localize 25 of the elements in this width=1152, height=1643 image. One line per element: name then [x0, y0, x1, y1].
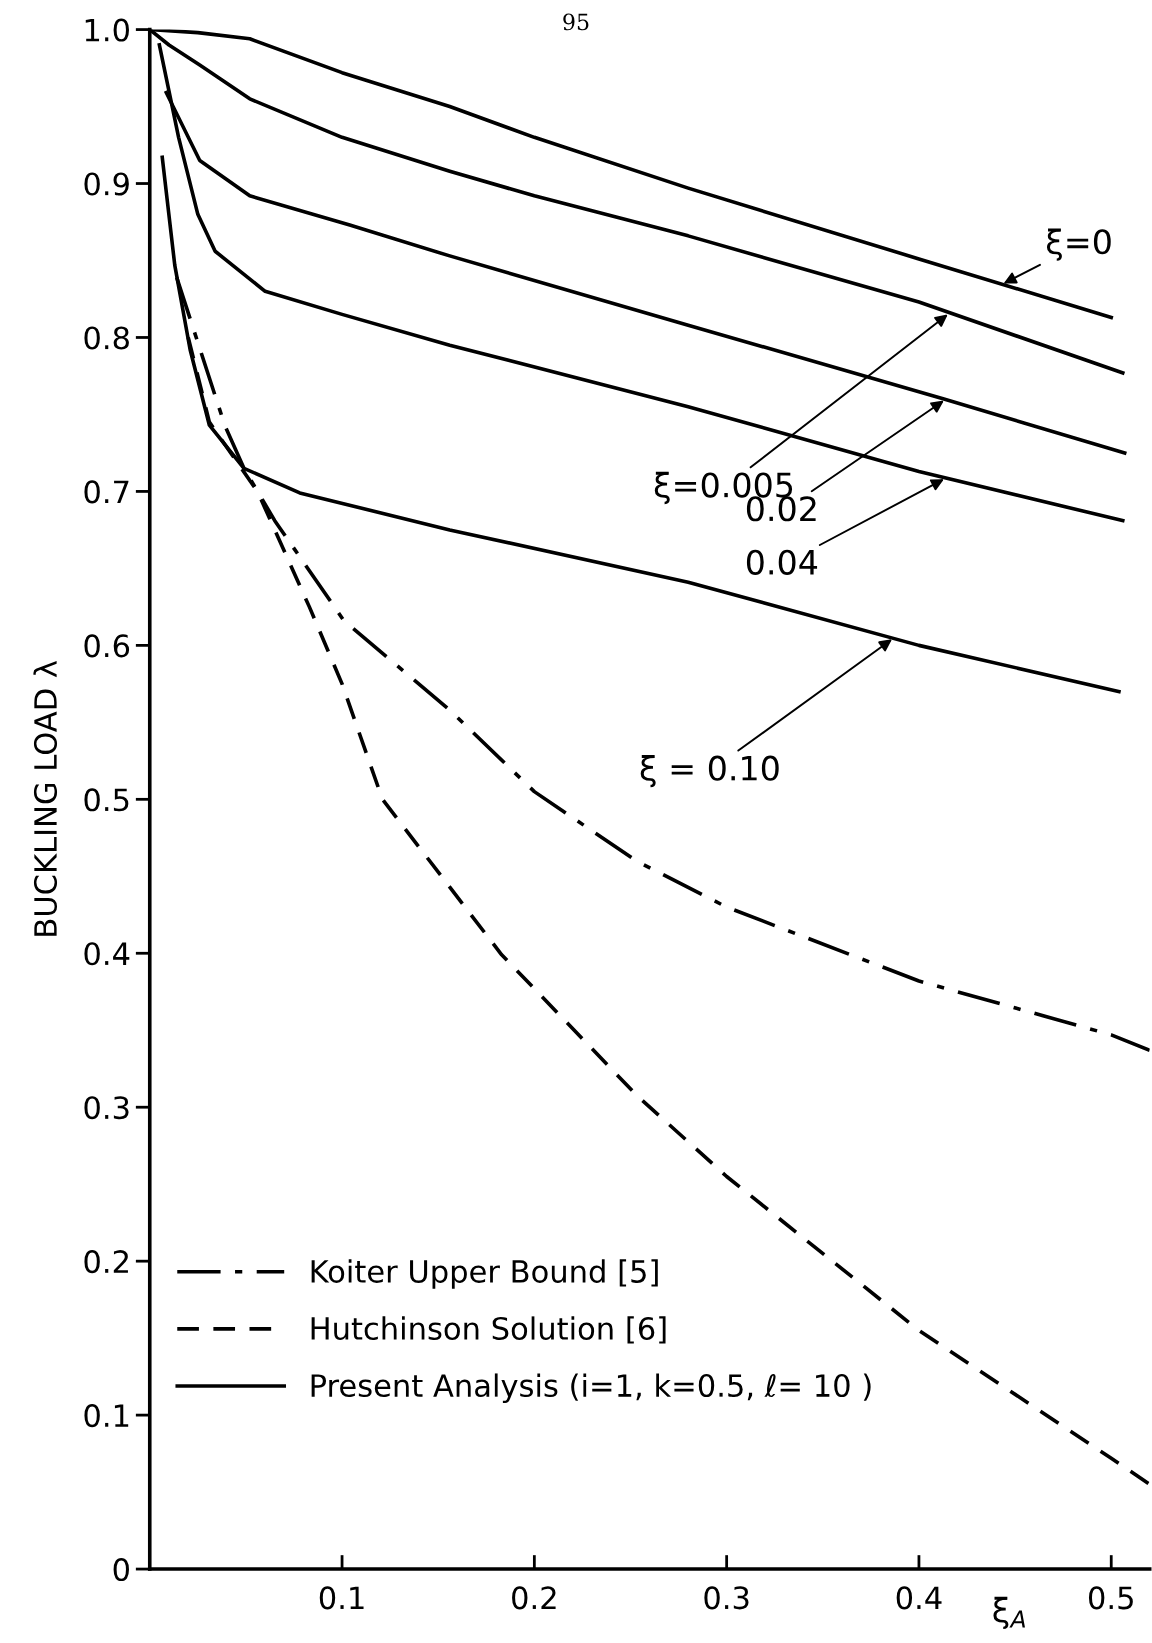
x-tick-label: 0.2	[512, 1586, 556, 1610]
annotation: ξ̄=0	[1046, 228, 1111, 261]
x-tick-label: 0.4	[896, 1586, 942, 1610]
annotation: 95	[563, 13, 589, 31]
annotation: 0.04	[746, 549, 818, 575]
y-tick-label: 1.0	[85, 18, 129, 42]
y-tick-label: 0.9	[84, 172, 129, 196]
y-tick-label: 0.7	[84, 480, 129, 504]
y-tick-label: 0.2	[84, 1250, 128, 1274]
y-tick-label: 0	[113, 1558, 129, 1582]
y-tick-label: 0.3	[84, 1096, 129, 1120]
x-tick-label: 0.1	[319, 1586, 364, 1610]
y-tick-label: 0.6	[84, 634, 130, 658]
x-tick-label: 0.3	[704, 1586, 749, 1610]
x-axis-title: ξ̄$_{A}$	[993, 1596, 1025, 1630]
x-tick-label: 0.5	[1088, 1586, 1133, 1610]
legend-label: Present Analysis (i=1, k=0.5, ℓ= 10 )	[311, 1373, 871, 1404]
legend-label: Koiter Upper Bound [5]	[311, 1259, 658, 1289]
y-axis-title: BUCKLING LOAD λ	[33, 660, 58, 936]
y-tick-label: 0.8	[84, 326, 129, 350]
legend-label: Hutchinson Solution [6]	[311, 1316, 666, 1344]
y-tick-label: 0.5	[84, 788, 129, 812]
y-tick-label: 0.1	[84, 1404, 129, 1428]
annotation: ξ̄ = 0.10	[640, 754, 779, 788]
y-tick-label: 0.4	[84, 942, 130, 966]
